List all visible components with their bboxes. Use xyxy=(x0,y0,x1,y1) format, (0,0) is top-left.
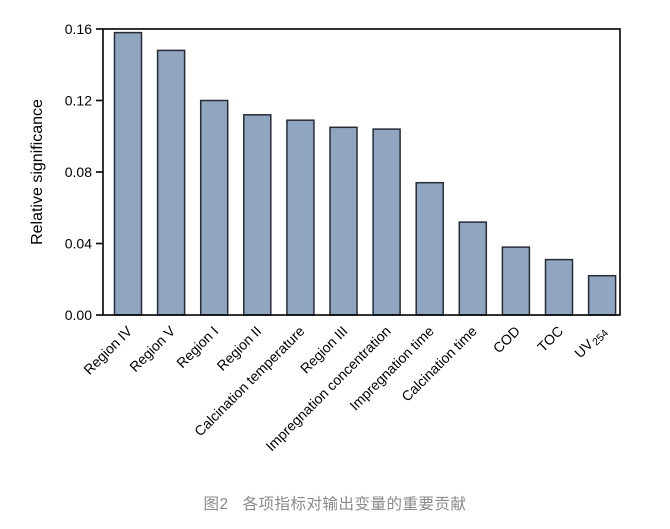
x-category-label: TOC xyxy=(534,323,566,355)
bar-2 xyxy=(199,99,229,316)
bar-10 xyxy=(544,258,574,316)
bar-11 xyxy=(587,274,617,316)
x-category-label: COD xyxy=(490,323,523,356)
y-tick-label: 0.16 xyxy=(65,21,92,37)
figure-caption-text: 各项指标对输出变量的重要贡献 xyxy=(242,496,467,513)
y-tick-label: 0.08 xyxy=(65,164,92,180)
bar-9 xyxy=(501,246,531,316)
figure-bar-chart: 0.00 0.04 0.08 0.12 0.16 Relative significanc… xyxy=(29,21,621,454)
bar-8 xyxy=(458,221,488,316)
x-category-label: Region V xyxy=(126,322,179,375)
x-category-label: Calcination time xyxy=(398,323,480,405)
bar-1 xyxy=(156,49,186,316)
y-tick-label: 0.04 xyxy=(65,236,92,252)
figure-caption-number: 图2 xyxy=(203,496,229,513)
bar-3 xyxy=(243,114,272,316)
x-category-label: Region IV xyxy=(80,322,135,377)
x-category-label: UV254 xyxy=(571,323,611,363)
bar-0 xyxy=(113,31,143,316)
bar-7 xyxy=(415,181,444,316)
y-axis-title: Relative significance xyxy=(29,99,46,245)
bar-4 xyxy=(286,119,315,316)
bar-5 xyxy=(329,126,358,316)
y-tick-label: 0.00 xyxy=(65,307,92,323)
figure-caption: 图2 各项指标对输出变量的重要贡献 xyxy=(0,492,670,514)
y-tick-label: 0.12 xyxy=(65,93,92,109)
bar-6 xyxy=(372,128,401,316)
